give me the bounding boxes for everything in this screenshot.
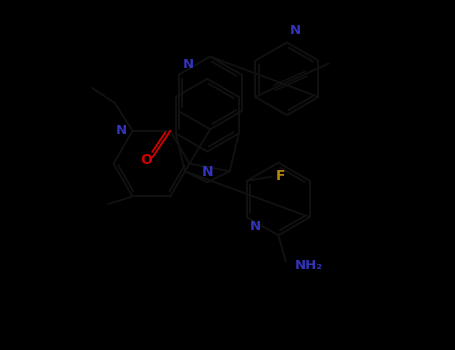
Text: O: O (141, 153, 152, 167)
Text: F: F (276, 169, 286, 183)
Text: NH₂: NH₂ (295, 259, 323, 272)
Text: N: N (249, 220, 261, 233)
Text: N: N (289, 25, 301, 37)
Text: N: N (183, 58, 194, 71)
Text: N: N (202, 165, 213, 179)
Text: N: N (115, 124, 126, 137)
